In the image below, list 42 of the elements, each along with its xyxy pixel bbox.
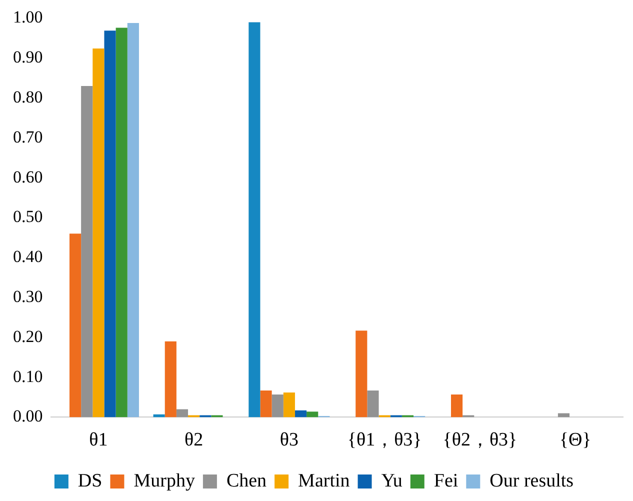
bar	[260, 390, 272, 418]
bar	[81, 86, 93, 418]
legend-label: Our results	[490, 470, 574, 492]
bar	[306, 412, 318, 418]
x-tick-label: {θ2，θ3}	[442, 430, 518, 451]
legend-label: Murphy	[134, 470, 196, 492]
legend-label: Fei	[434, 470, 458, 492]
bar	[450, 394, 463, 418]
bar	[116, 28, 128, 418]
y-tick-label: 1.00	[13, 8, 43, 27]
bar	[272, 394, 284, 418]
bar	[558, 413, 570, 418]
y-tick-label: 0.90	[13, 48, 43, 67]
y-tick-label: 0.20	[13, 326, 43, 346]
y-tick-label: 0.60	[13, 167, 43, 186]
y-tick-label: 0.00	[13, 406, 43, 426]
legend-label: Chen	[226, 470, 268, 492]
bar	[127, 22, 139, 418]
y-tick-label: 0.30	[13, 286, 43, 306]
bar	[294, 410, 307, 418]
bar	[164, 341, 176, 418]
y-tick-label: 0.70	[13, 127, 43, 146]
legend-label: DS	[78, 470, 102, 492]
x-tick-label: θ1	[89, 430, 108, 451]
x-tick-label: θ2	[184, 430, 204, 451]
x-tick-label: {θ1，θ3}	[347, 430, 422, 451]
y-tick-label: 0.40	[13, 247, 43, 266]
legend-label: Martin	[298, 470, 350, 492]
bar	[176, 409, 188, 418]
y-tick-label: 0.50	[13, 207, 43, 226]
x-tick-label: {Θ}	[559, 430, 592, 451]
y-tick-label: 0.10	[13, 366, 43, 386]
bar	[92, 48, 104, 418]
bar	[69, 234, 82, 418]
x-tick-label: θ3	[280, 430, 298, 451]
bar	[367, 390, 379, 418]
bar	[248, 22, 260, 418]
legend-label: Yu	[381, 470, 403, 492]
bar	[283, 392, 295, 418]
bar	[356, 330, 368, 418]
y-tick-label: 0.80	[13, 87, 43, 106]
bar	[104, 30, 116, 418]
